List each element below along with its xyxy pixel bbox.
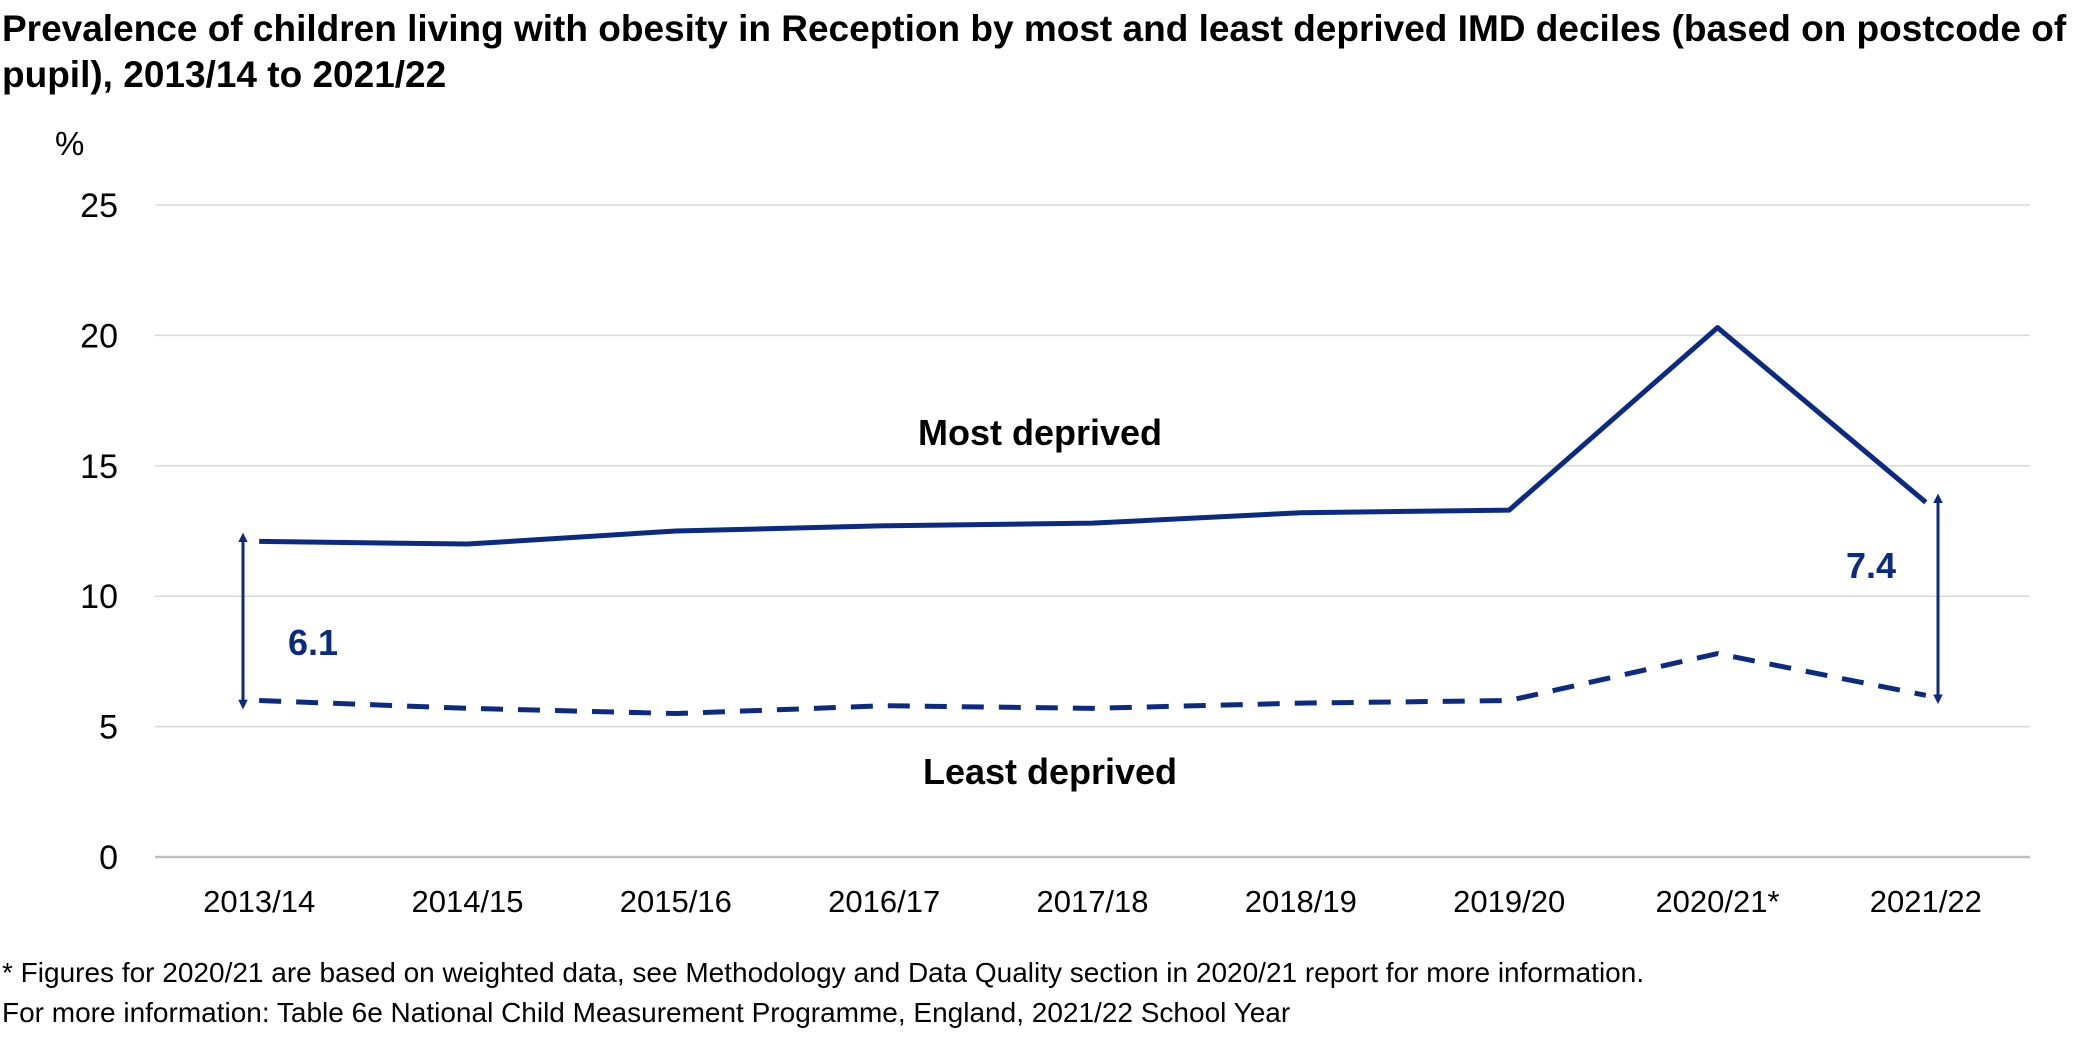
footnote-weighted-data: * Figures for 2020/21 are based on weigh… [2, 957, 1645, 988]
x-tick-label: 2017/18 [1036, 884, 1148, 919]
chart-title: Prevalence of children living with obesi… [2, 8, 2067, 95]
x-tick-label: 2016/17 [828, 884, 940, 919]
series-label-most-deprived: Most deprived [918, 412, 1162, 453]
x-tick-label: 2018/19 [1245, 884, 1357, 919]
y-tick-label: 5 [99, 709, 118, 747]
y-tick-label: 25 [80, 187, 118, 225]
x-tick-labels: 2013/14 2014/15 2015/16 2016/17 2017/18 2018/… [203, 884, 1982, 919]
x-tick-label: 2014/15 [411, 884, 523, 919]
x-tick-label: 2013/14 [203, 884, 315, 919]
footnote-source: For more information: Table 6e National … [2, 997, 1291, 1028]
x-tick-label: 2015/16 [620, 884, 732, 919]
series-label-least-deprived: Least deprived [923, 751, 1177, 792]
annotations: 6.1 7.4 [238, 493, 1943, 710]
y-tick-label: 0 [99, 839, 118, 877]
x-tick-label: 2021/22 [1870, 884, 1982, 919]
series-line-least-deprived [259, 651, 1927, 717]
series-lines: Most deprived Least deprived [259, 325, 1928, 792]
y-tick-labels: 0 5 10 15 20 25 [80, 187, 118, 877]
y-tick-label: 15 [80, 448, 118, 486]
x-tick-label: 2020/21* [1655, 884, 1779, 919]
gap-label: 6.1 [288, 622, 338, 663]
series-line-most-deprived [259, 325, 1928, 547]
y-axis-label: % [55, 125, 84, 162]
y-tick-label: 10 [80, 578, 118, 616]
gridlines [155, 204, 2030, 859]
gap-label: 7.4 [1846, 545, 1896, 586]
x-tick-label: 2019/20 [1453, 884, 1565, 919]
y-tick-label: 20 [80, 317, 118, 355]
footnotes: * Figures for 2020/21 are based on weigh… [2, 953, 1644, 1033]
